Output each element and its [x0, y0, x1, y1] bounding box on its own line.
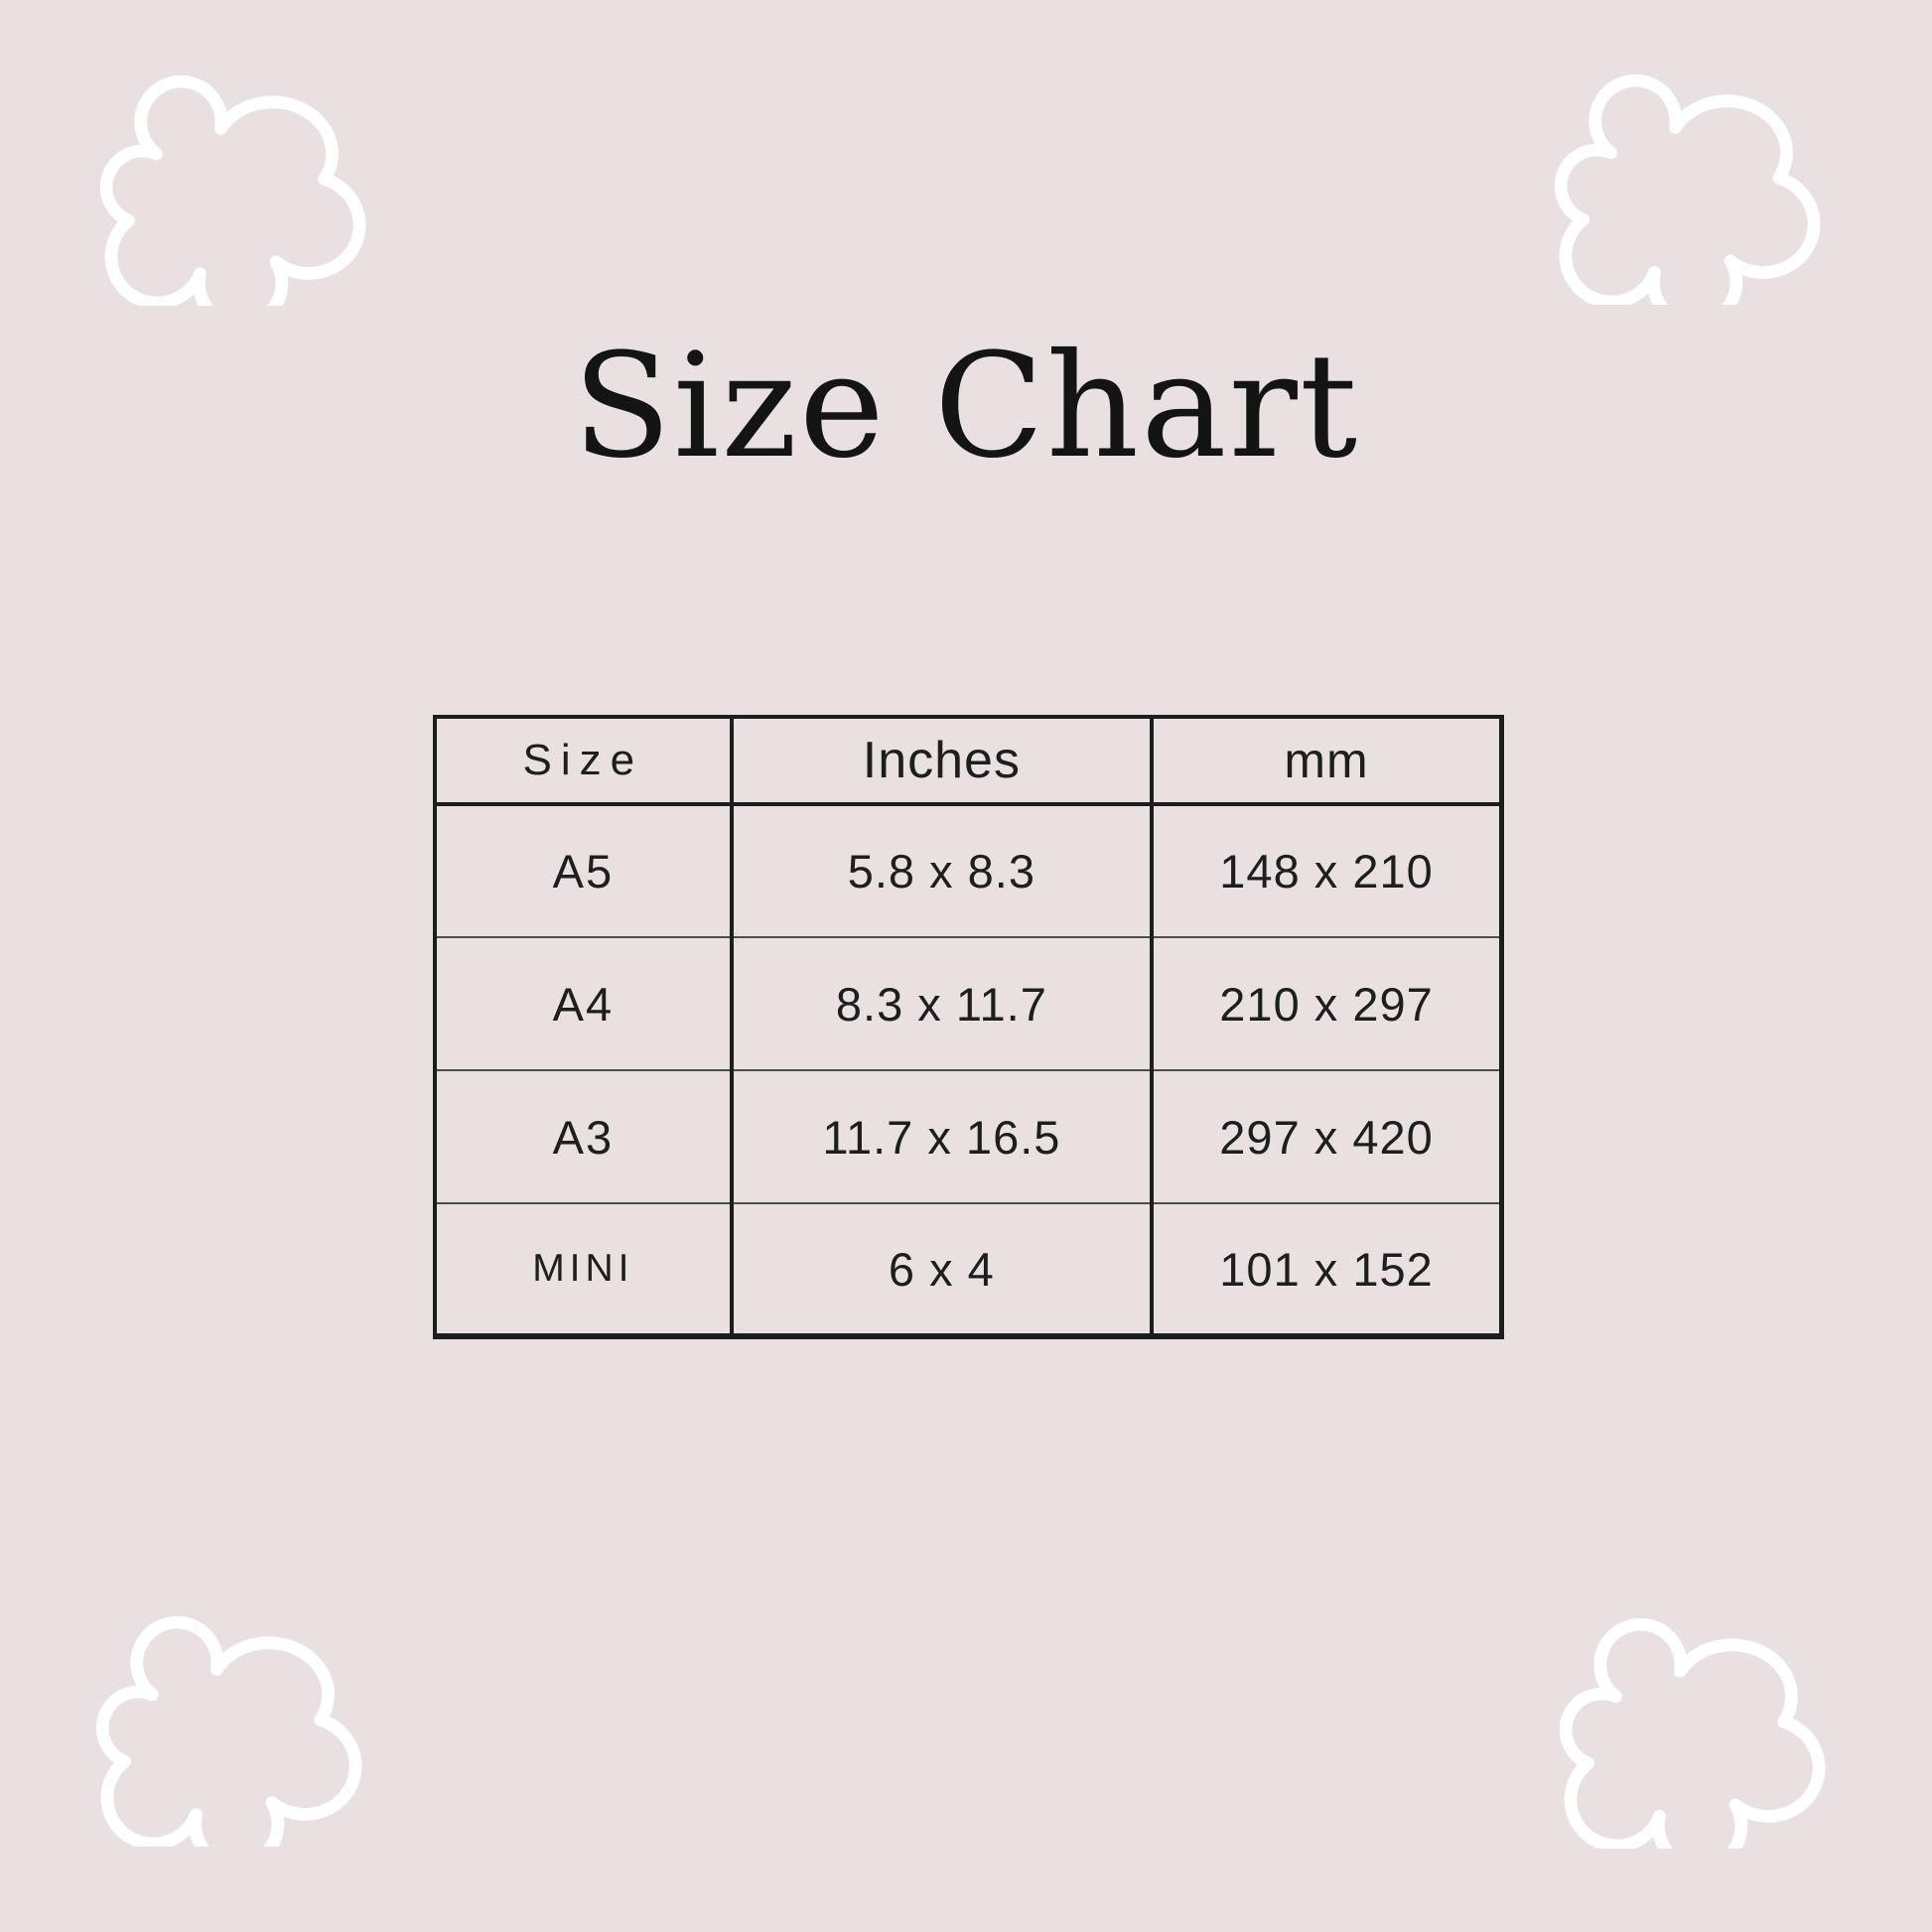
cloud-icon — [69, 75, 402, 306]
size-chart-table: Size Inches mm A5 5.8 x 8.3 148 x 210 A4… — [433, 715, 1504, 1339]
table-row: A3 11.7 x 16.5 297 x 420 — [435, 1070, 1502, 1204]
column-header-size: Size — [435, 717, 734, 806]
table-row: A5 5.8 x 8.3 148 x 210 — [435, 804, 1502, 938]
cloud-icon — [66, 1616, 398, 1847]
table-cell-mm: 297 x 420 — [1152, 1070, 1502, 1204]
table-cell-inches: 11.7 x 16.5 — [731, 1070, 1155, 1204]
table-cell-mm: 101 x 152 — [1219, 1242, 1434, 1296]
table-cell-inches: 5.8 x 8.3 — [731, 804, 1155, 938]
column-header-mm: mm — [1152, 717, 1502, 806]
table-row: A4 8.3 x 11.7 210 x 297 — [435, 937, 1502, 1071]
table-cell-size: A5 — [435, 804, 734, 938]
page-title: Size Chart — [572, 323, 1360, 490]
cloud-icon — [1524, 74, 1857, 305]
table-cell-size: A4 — [435, 937, 734, 1071]
table-header-row: Size Inches mm — [435, 717, 1502, 806]
table-cell-inches: 8.3 x 11.7 — [731, 937, 1155, 1071]
table-cell-mm: 148 x 210 — [1152, 804, 1502, 938]
table-cell-size: MINI — [435, 1203, 734, 1336]
table-cell-size: A3 — [435, 1070, 734, 1204]
table-cell-inches: 6 x 4 — [731, 1203, 1155, 1336]
column-header-inches: Inches — [731, 717, 1155, 806]
table-cell-mm: 210 x 297 — [1152, 937, 1502, 1071]
table-row: MINI 6 x 4 101 x 152 — [435, 1203, 1502, 1336]
cloud-icon — [1529, 1618, 1862, 1849]
